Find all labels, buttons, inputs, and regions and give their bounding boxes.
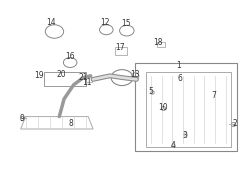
Text: 10: 10 [158, 103, 168, 112]
Text: 21: 21 [79, 73, 88, 82]
Bar [44, 72, 86, 86]
Text: 20: 20 [57, 69, 67, 78]
Text: 8: 8 [69, 119, 74, 128]
Text: 17: 17 [115, 43, 124, 52]
Text: 19: 19 [34, 71, 44, 80]
Text: 5: 5 [149, 87, 153, 96]
Text: 2: 2 [233, 119, 238, 128]
Text: 11: 11 [82, 78, 92, 87]
Text: 1: 1 [176, 61, 181, 70]
Text: 12: 12 [100, 18, 110, 27]
Text: 7: 7 [211, 91, 216, 100]
Text: 3: 3 [182, 131, 187, 140]
Text: 4: 4 [170, 141, 175, 150]
Bar [135, 62, 237, 151]
Text: 18: 18 [153, 38, 163, 47]
Text: 14: 14 [46, 18, 56, 27]
Text: 16: 16 [65, 52, 75, 61]
Text: 9: 9 [20, 114, 24, 123]
Text: 6: 6 [177, 74, 182, 83]
Text: 13: 13 [131, 69, 140, 78]
Text: 15: 15 [121, 19, 131, 28]
